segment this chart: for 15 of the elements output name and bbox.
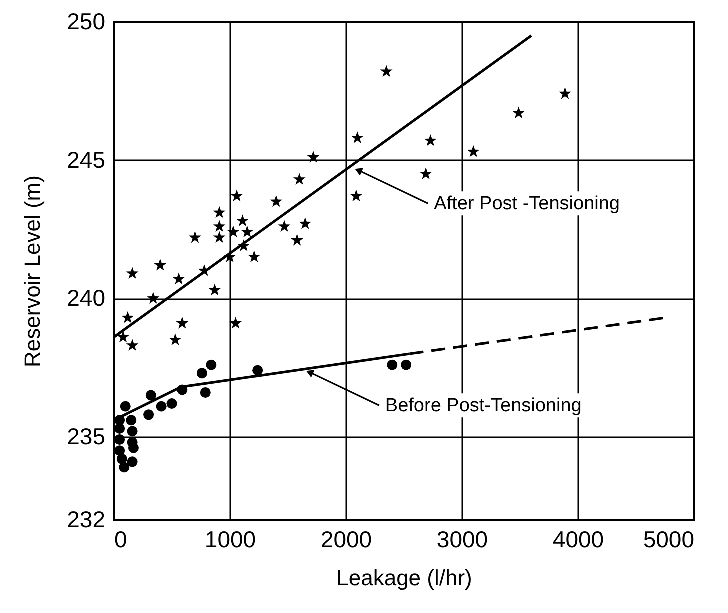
- y-axis-title: Reservoir Level (m): [20, 176, 46, 368]
- x-tick-label: 4000: [552, 526, 604, 552]
- y-tick-label: 232: [67, 506, 106, 532]
- annotation: After Post -Tensioning: [434, 194, 620, 215]
- x-tick-label: 0: [114, 526, 128, 552]
- x-tick-label: 3000: [436, 526, 488, 552]
- y-tick-label: 235: [67, 424, 106, 450]
- y-tick-label: 245: [67, 146, 106, 173]
- x-axis-title: Leakage (l/hr): [336, 566, 472, 590]
- x-tick-label: 2000: [320, 526, 372, 552]
- y-tick-label: 250: [67, 8, 106, 34]
- annotation: Before Post-Tensioning: [385, 396, 582, 417]
- y-tick-label: 240: [67, 285, 106, 312]
- x-tick-label: 1000: [204, 526, 256, 552]
- x-tick-label: 5000: [643, 526, 694, 552]
